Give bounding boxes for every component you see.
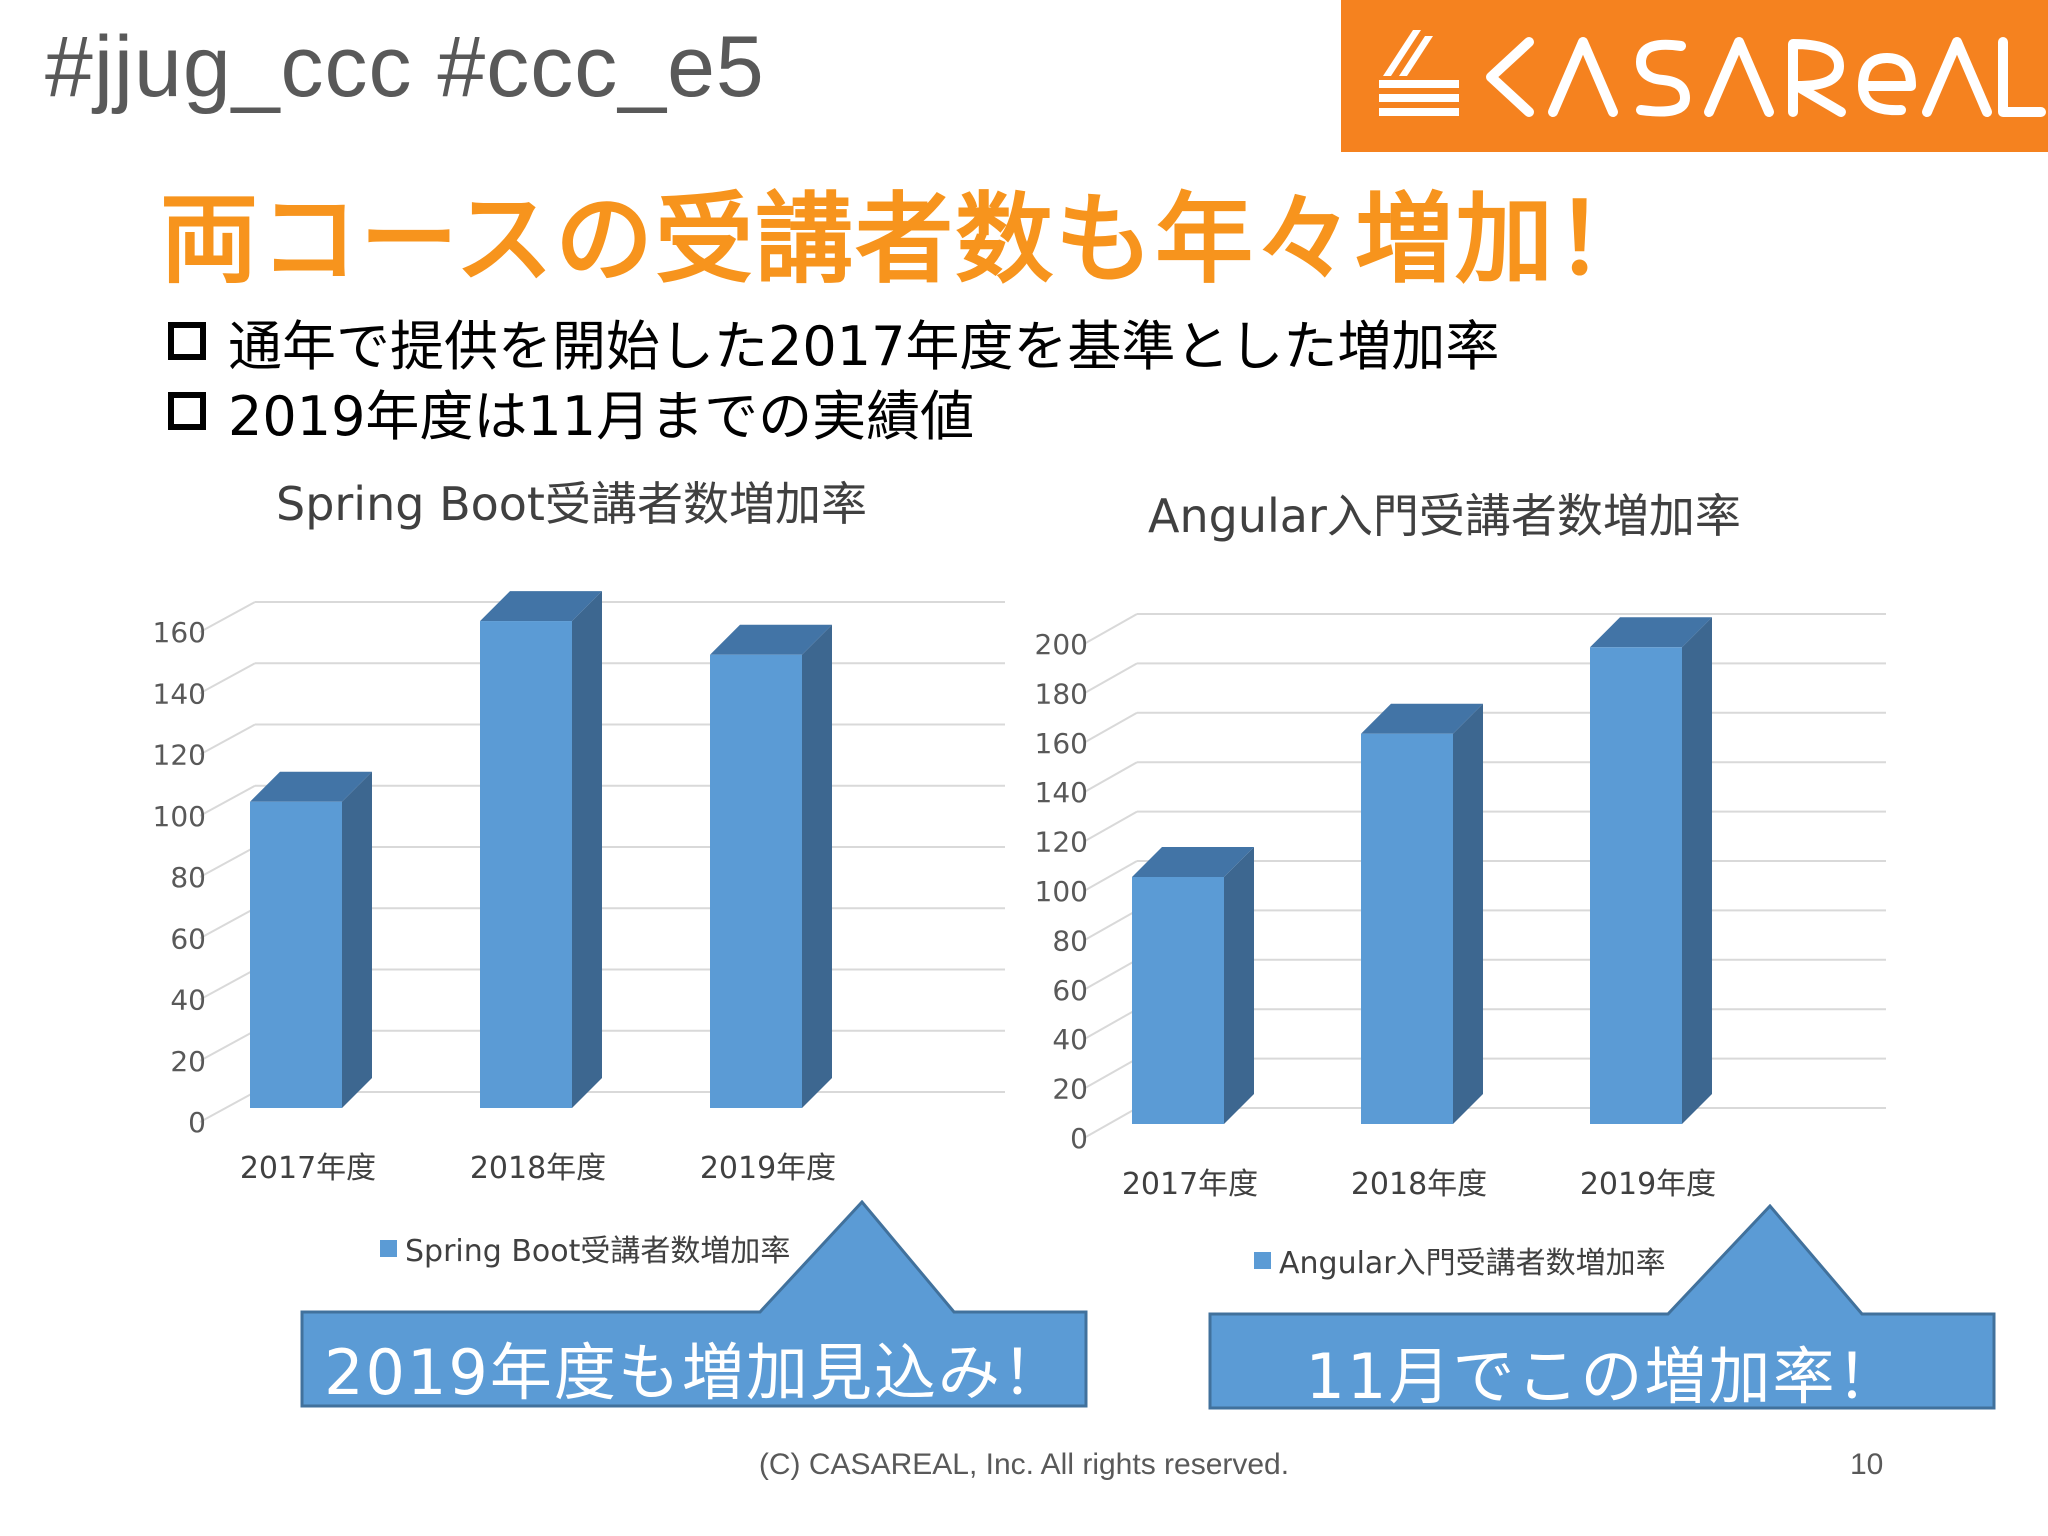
bar-top [480,591,602,622]
grid-line-diagonal [199,723,256,756]
y-tick-label: 60 [170,922,206,955]
grid-line-diagonal [199,968,256,1001]
checkbox-square-icon [168,322,206,360]
bullet-item: 2019年度は11月までの実績値 [168,376,1499,448]
bullet-text: 2019年度は11月までの実績値 [228,384,975,448]
callout-shape [1208,1204,1996,1410]
grid-line-diagonal [199,601,256,633]
y-tick-label: 100 [1035,875,1088,908]
grid-line-diagonal [1083,958,1138,991]
y-tick-label: 40 [1052,1023,1088,1056]
grid-line-diagonal [1083,711,1138,744]
grid-line-diagonal [1083,761,1138,794]
checkbox-square-icon [168,392,206,430]
bar-side [572,591,602,1108]
bar-top [250,771,372,802]
bar [1590,647,1682,1124]
grid-line-diagonal [199,907,256,940]
bar [710,654,802,1108]
bar-top [1590,617,1712,648]
grid-line-diagonal [1083,909,1138,942]
legend-spring-boot: Spring Boot受講者数増加率 [380,1226,790,1270]
y-tick-label: 140 [1035,776,1088,809]
y-tick-label: 0 [1070,1122,1088,1155]
callout-text: 11月でこの増加率！ [1305,1340,1901,1413]
grid-line-diagonal [199,846,256,878]
grid-line-diagonal [1083,860,1138,892]
bullet-text: 通年で提供を開始した2017年度を基準とした増加率 [228,314,1500,378]
bar [1361,733,1453,1124]
footer-copyright: (C) CASAREAL, Inc. All rights reserved. [758,1448,1290,1481]
y-tick-label: 120 [153,739,206,772]
bar-side [802,624,832,1108]
grid-line-diagonal [199,1029,256,1062]
y-tick-label: 40 [170,984,206,1017]
x-category-label: 2017年度 [1122,1167,1258,1202]
grid-line-diagonal [1083,1008,1138,1041]
x-category-label: 2019年度 [1580,1167,1716,1202]
bar-side [1682,617,1712,1124]
legend-label: Spring Boot受講者数増加率 [405,1234,791,1269]
bar [1132,877,1224,1124]
bar [480,621,572,1108]
bar-top [710,624,832,655]
legend-swatch [1254,1251,1271,1269]
bar-side [1453,703,1483,1124]
grid-line-diagonal [199,784,256,817]
y-tick-label: 60 [1052,974,1088,1007]
callout-text: 2019年度も増加見込み！ [324,1336,1066,1409]
bar [250,801,342,1108]
grid-line-diagonal [1083,662,1138,695]
y-tick-label: 160 [153,616,206,649]
slide-title: 両コースの受講者数も年々増加！ [160,183,1656,297]
x-category-label: 2018年度 [470,1151,606,1186]
y-tick-label: 160 [1035,727,1088,760]
y-tick-label: 20 [1052,1073,1088,1106]
grid-line-diagonal [199,1091,256,1123]
grid-line-diagonal [1083,810,1138,843]
y-tick-label: 200 [1035,628,1088,661]
y-tick-label: 180 [1035,677,1088,710]
page-number: 10 [1850,1448,1884,1481]
chart-title-spring-boot: Spring Boot受講者数増加率 [276,477,867,531]
legend-swatch [380,1239,397,1257]
bar-top [1132,847,1254,877]
x-category-label: 2017年度 [240,1151,376,1186]
grid-line-diagonal [1083,1107,1138,1139]
y-tick-label: 80 [170,861,206,894]
bar-top [1361,703,1483,734]
bar-side [342,771,372,1108]
angular-chart: 0 20 40 60 80 100 120 140 160 180 200 2017年度 2018年度 2… [1035,613,1886,1202]
bullet-list: 通年で提供を開始した2017年度を基準とした増加率 2019年度は11月までの実… [168,306,1499,448]
callout-angular: 11月でこの増加率！ [1208,1204,1998,1414]
callout-shape [300,1200,1088,1408]
y-tick-label: 120 [1035,826,1088,859]
y-tick-label: 140 [153,677,206,710]
legend-angular: Angular入門受講者数増加率 [1254,1238,1666,1282]
y-tick-label: 80 [1052,924,1088,957]
spring-boot-chart: 0 20 40 60 80 100 120 140 160 2017年度 2018年度 2019年度 [153,591,1005,1186]
grid-line-diagonal [1083,1057,1138,1090]
grid-line-diagonal [199,662,256,695]
callout-spring-boot: 2019年度も増加見込み！ [300,1200,1090,1410]
casareal-logo-mark [1379,30,2046,117]
hashtag-text: #jjug_ccc #ccc_e5 [45,19,765,115]
grid-line-diagonal [1083,613,1138,645]
bullet-item: 通年で提供を開始した2017年度を基準とした増加率 [168,306,1499,378]
y-tick-label: 20 [170,1045,206,1078]
x-category-label: 2018年度 [1351,1167,1487,1202]
x-category-label: 2019年度 [700,1151,836,1186]
bar-side [1224,847,1254,1124]
legend-label: Angular入門受講者数増加率 [1279,1246,1666,1281]
y-tick-label: 0 [188,1106,206,1139]
chart-title-angular: Angular入門受講者数増加率 [1148,489,1741,543]
casareal-logo [1341,0,2048,152]
y-tick-label: 100 [153,800,206,833]
